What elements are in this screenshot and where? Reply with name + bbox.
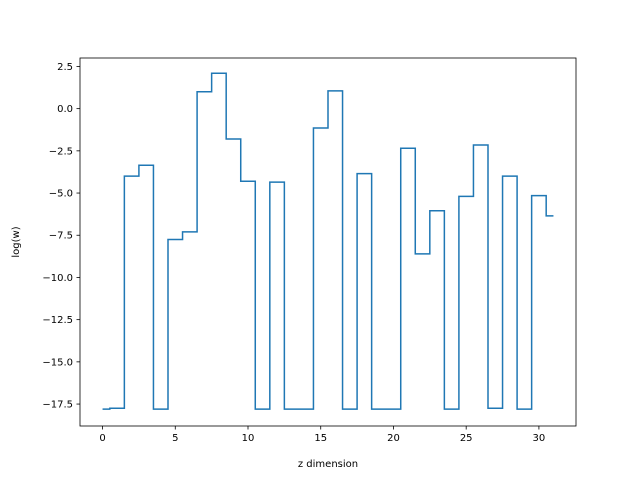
y-tick-label: −5.0	[49, 189, 73, 200]
y-axis-label: log(w)	[11, 226, 22, 257]
x-tick-label: 30	[533, 433, 546, 444]
y-tick-label: −2.5	[49, 146, 73, 157]
x-tick-label: 10	[242, 433, 255, 444]
y-tick-label: 2.5	[57, 62, 73, 73]
y-tick-label: −15.0	[42, 357, 73, 368]
x-tick-label: 0	[99, 433, 105, 444]
x-axis-ticks: 0 5 10 15 20 25 30	[99, 426, 545, 444]
x-tick-label: 5	[172, 433, 178, 444]
y-axis-ticks: 2.5 0.0 −2.5 −5.0 −7.5 −10.0 −12.5 −15.0 −17.5	[42, 62, 80, 411]
x-tick-label: 25	[460, 433, 473, 444]
y-tick-label: 0.0	[57, 104, 73, 115]
x-axis-label: z dimension	[298, 459, 358, 470]
y-tick-label: −7.5	[49, 231, 73, 242]
y-tick-label: −10.0	[42, 273, 73, 284]
y-tick-label: −12.5	[42, 315, 73, 326]
x-tick-label: 15	[314, 433, 327, 444]
series-line	[102, 72, 554, 410]
y-tick-label: −17.5	[42, 400, 73, 411]
axes-frame	[79, 57, 577, 427]
plot-area	[102, 72, 554, 410]
x-tick-label: 20	[387, 433, 400, 444]
